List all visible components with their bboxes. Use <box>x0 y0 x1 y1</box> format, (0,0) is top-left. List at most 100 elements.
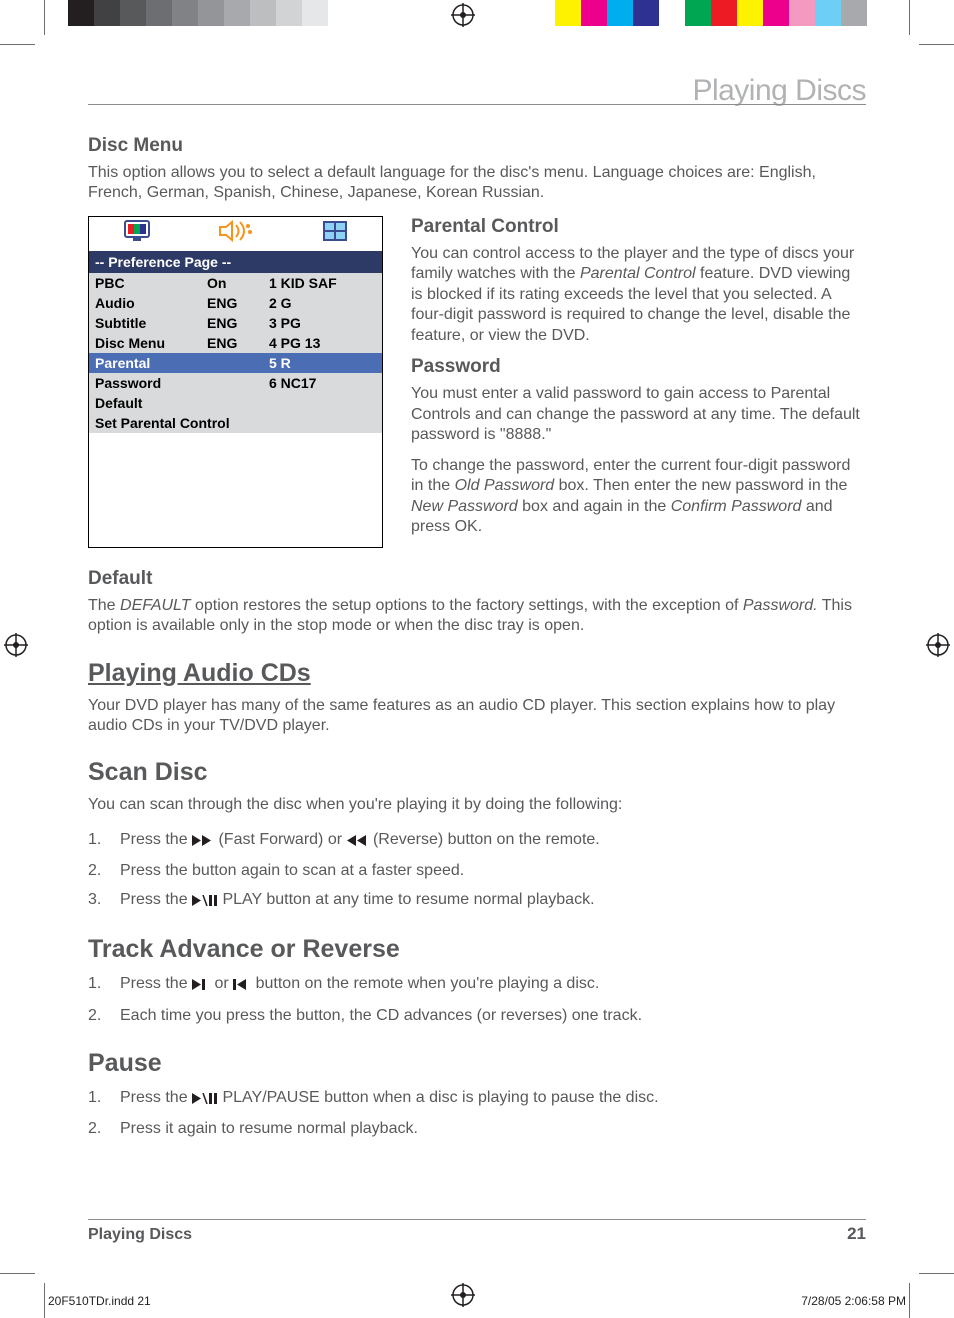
menu-cell: Parental <box>89 353 201 373</box>
footer-rule <box>88 1219 866 1220</box>
speaker-icon <box>218 219 254 248</box>
color-swatch <box>815 0 841 26</box>
menu-title: -- Preference Page -- <box>89 251 382 273</box>
ffwd-icon <box>192 830 214 853</box>
color-swatch <box>224 0 250 26</box>
menu-cell: 2 G <box>263 293 382 313</box>
list-text: Press the (Fast Forward) or (Reverse) bu… <box>120 828 600 853</box>
password-text-1: You must enter a valid password to gain … <box>411 384 866 445</box>
default-heading: Default <box>88 568 866 590</box>
playing-audio-cds-heading: Playing Audio CDs <box>88 659 866 688</box>
footer-slug-time: 7/28/05 2:06:58 PM <box>801 1294 906 1308</box>
track-advance-heading: Track Advance or Reverse <box>88 935 866 964</box>
menu-row: Disc MenuENG4 PG 13 <box>89 333 382 353</box>
right-text-column: Parental Control You can control access … <box>411 216 866 548</box>
menu-cell: 1 KID SAF <box>263 273 382 293</box>
rew-icon <box>347 830 369 853</box>
menu-cell: PBC <box>89 273 201 293</box>
color-swatch <box>555 0 581 26</box>
pause-list: 1. Press the PLAY/PAUSE button when a dis… <box>88 1086 866 1140</box>
menu-cell <box>201 353 263 373</box>
registration-mark-icon <box>451 1283 475 1307</box>
menu-cell: Audio <box>89 293 201 313</box>
menu-cell: Default <box>89 393 201 413</box>
menu-cell: ENG <box>201 313 263 333</box>
playpause-icon <box>192 1088 218 1111</box>
list-number: 2. <box>88 859 106 882</box>
footer-slug-file: 20F510TDr.indd 21 <box>48 1294 151 1308</box>
color-swatch <box>250 0 276 26</box>
menu-row: Default <box>89 393 382 413</box>
color-swatch <box>607 0 633 26</box>
pause-heading: Pause <box>88 1049 866 1078</box>
parental-control-text: You can control access to the player and… <box>411 244 866 346</box>
color-swatch <box>276 0 302 26</box>
menu-cell: ENG <box>201 293 263 313</box>
menu-cell <box>201 373 263 393</box>
menu-row: PBCOn1 KID SAF <box>89 273 382 293</box>
menu-cell: ENG <box>201 333 263 353</box>
prev-icon <box>233 974 251 997</box>
running-header: Playing Discs <box>692 74 866 108</box>
menu-cell: 6 NC17 <box>263 373 382 393</box>
crop-mark <box>44 1283 45 1318</box>
color-swatch <box>659 0 685 26</box>
crop-mark <box>919 1273 954 1274</box>
color-swatch <box>737 0 763 26</box>
color-swatch <box>68 0 94 26</box>
track-advance-list: 1. Press the or button on the remote when… <box>88 972 866 1026</box>
list-number: 1. <box>88 972 106 997</box>
menu-cell: On <box>201 273 263 293</box>
preference-page-menu: -- Preference Page -- PBCOn1 KID SAFAudi… <box>88 216 383 548</box>
list-item: 1. Press the or button on the remote when… <box>88 972 866 997</box>
disc-menu-heading: Disc Menu <box>88 135 866 157</box>
menu-cell: 4 PG 13 <box>263 333 382 353</box>
header-rule <box>88 104 866 105</box>
color-swatch <box>633 0 659 26</box>
color-swatch <box>581 0 607 26</box>
list-number: 3. <box>88 888 106 913</box>
menu-cell: 3 PG <box>263 313 382 333</box>
color-swatch <box>841 0 867 26</box>
crop-mark <box>0 44 35 45</box>
print-color-bar <box>0 0 954 26</box>
color-swatch <box>302 0 328 26</box>
page-content: Disc Menu This option allows you to sele… <box>88 135 866 1146</box>
parental-control-heading: Parental Control <box>411 216 866 238</box>
list-number: 1. <box>88 1086 106 1111</box>
list-text: Press the button again to scan at a fast… <box>120 859 464 882</box>
menu-cell: Password <box>89 373 201 393</box>
list-text: Press it again to resume normal playback… <box>120 1117 418 1140</box>
footer-section: Playing Discs <box>88 1226 192 1244</box>
menu-row: Password 6 NC17 <box>89 373 382 393</box>
color-swatch <box>763 0 789 26</box>
menu-cell: Disc Menu <box>89 333 201 353</box>
menu-cell <box>263 393 382 413</box>
default-text: The DEFAULT option restores the setup op… <box>88 596 866 637</box>
list-text: Each time you press the button, the CD a… <box>120 1004 642 1027</box>
list-item: 2.Each time you press the button, the CD… <box>88 1004 866 1027</box>
menu-footer-label: Set Parental Control <box>89 413 382 433</box>
footer-page-number: 21 <box>847 1224 866 1244</box>
registration-mark-icon <box>451 3 475 27</box>
crop-mark <box>909 1283 910 1318</box>
menu-row: SubtitleENG3 PG <box>89 313 382 333</box>
menu-row: AudioENG2 G <box>89 293 382 313</box>
color-swatch <box>685 0 711 26</box>
list-item: 2.Press it again to resume normal playba… <box>88 1117 866 1140</box>
password-text-2: To change the password, enter the curren… <box>411 456 866 538</box>
color-swatch <box>120 0 146 26</box>
list-item: 3. Press the PLAY button at any time to r… <box>88 888 866 913</box>
menu-row: Parental5 R <box>89 353 382 373</box>
color-swatch <box>172 0 198 26</box>
next-icon <box>192 974 210 997</box>
registration-mark-icon <box>926 633 950 657</box>
list-text: Press the or button on the remote when y… <box>120 972 599 997</box>
window-icon <box>322 219 348 248</box>
menu-cell <box>201 393 263 413</box>
list-text: Press the PLAY button at any time to res… <box>120 888 595 913</box>
monitor-icon <box>123 219 151 248</box>
list-text: Press the PLAY/PAUSE button when a disc … <box>120 1086 659 1111</box>
crop-mark <box>44 0 45 35</box>
password-heading: Password <box>411 356 866 378</box>
